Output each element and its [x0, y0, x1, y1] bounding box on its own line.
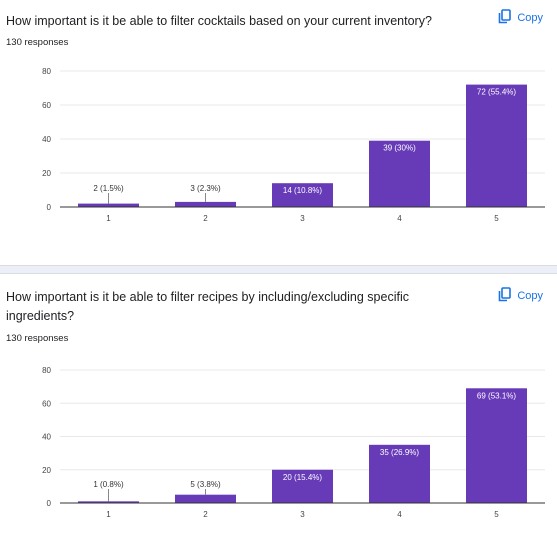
y-tick-label: 80 — [42, 366, 51, 375]
bar — [272, 183, 333, 207]
bar — [272, 469, 333, 503]
bar — [175, 494, 236, 503]
bar-chart: 0 20 40 60 80 2 (1.5%) 1 3 (2.3%) 2 14 (10.8%) 3 39… — [42, 67, 545, 223]
data-label: 1 (0.8%) — [93, 480, 124, 489]
data-label: 3 (2.3%) — [190, 184, 221, 193]
x-tick-label: 4 — [397, 510, 402, 519]
response-count: 130 responses — [6, 37, 69, 48]
x-tick-label: 2 — [203, 510, 208, 519]
copy-label: Copy — [517, 290, 543, 302]
data-label: 5 (3.8%) — [190, 480, 221, 489]
y-tick-label: 40 — [42, 135, 51, 144]
copy-button[interactable]: Copy — [498, 9, 543, 27]
data-label: 39 (30%) — [383, 144, 416, 153]
x-tick-label: 3 — [300, 510, 305, 519]
y-tick-label: 40 — [42, 433, 51, 442]
question-title: How important is it be able to filter re… — [6, 290, 409, 323]
y-tick-label: 0 — [47, 499, 52, 508]
bar — [466, 388, 527, 503]
x-tick-label: 2 — [203, 214, 208, 223]
data-label: 20 (15.4%) — [283, 473, 322, 482]
y-tick-label: 60 — [42, 101, 51, 110]
bar — [78, 501, 139, 503]
y-tick-label: 20 — [42, 466, 51, 475]
x-tick-label: 5 — [494, 510, 499, 519]
x-tick-label: 4 — [397, 214, 402, 223]
question-card-1: How important is it be able to filter co… — [0, 0, 557, 265]
bar — [78, 203, 139, 207]
x-tick-label: 5 — [494, 214, 499, 223]
bar — [369, 444, 430, 503]
y-tick-label: 0 — [47, 203, 52, 212]
data-label: 69 (53.1%) — [477, 391, 516, 400]
x-tick-label: 1 — [106, 214, 111, 223]
data-label: 2 (1.5%) — [93, 184, 124, 193]
x-tick-label: 1 — [106, 510, 111, 519]
bar — [466, 84, 527, 207]
copy-icon — [498, 9, 512, 27]
question-card-2: How important is it be able to filter re… — [0, 274, 557, 547]
response-count: 130 responses — [6, 333, 69, 344]
bar — [369, 140, 430, 207]
copy-button[interactable]: Copy — [498, 287, 543, 305]
data-label: 72 (55.4%) — [477, 88, 516, 97]
x-tick-label: 3 — [300, 214, 305, 223]
y-tick-label: 80 — [42, 67, 51, 76]
y-tick-label: 60 — [42, 399, 51, 408]
y-tick-label: 20 — [42, 169, 51, 178]
data-label: 35 (26.9%) — [380, 448, 419, 457]
bar — [175, 201, 236, 207]
copy-label: Copy — [517, 12, 543, 24]
question-title: How important is it be able to filter co… — [6, 14, 432, 28]
data-label: 14 (10.8%) — [283, 186, 322, 195]
copy-icon — [498, 287, 512, 305]
card-separator — [0, 265, 557, 274]
bar-chart: 0 20 40 60 80 1 (0.8%) 1 5 (3.8%) 2 20 (15.4%) 3 35… — [42, 366, 545, 519]
